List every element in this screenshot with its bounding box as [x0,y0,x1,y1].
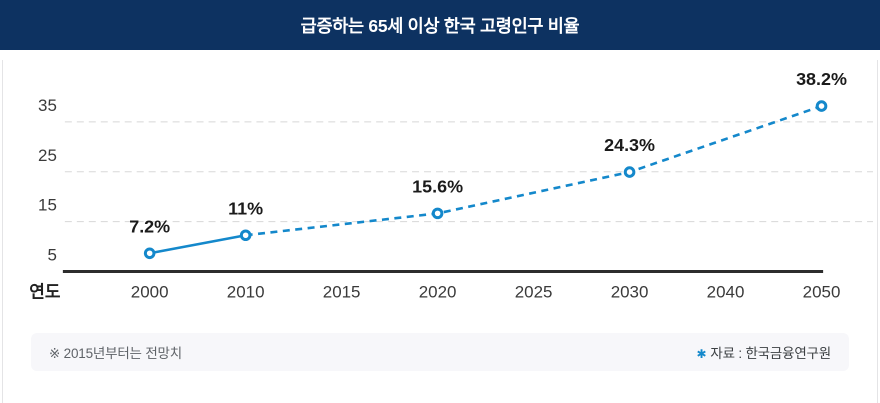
svg-text:2050: 2050 [803,282,841,301]
svg-text:24.3%: 24.3% [604,135,655,155]
svg-text:2015: 2015 [323,282,361,301]
svg-text:2020: 2020 [419,282,457,301]
svg-text:35: 35 [38,96,57,115]
footer-strip: ※ 2015년부터는 전망치 ✱ 자료 : 한국금융연구원 [31,333,849,371]
source-credit: ✱ 자료 : 한국금융연구원 [697,342,832,362]
svg-text:2010: 2010 [227,282,265,301]
svg-text:11%: 11% [228,198,263,218]
svg-text:2040: 2040 [707,282,745,301]
svg-text:38.2%: 38.2% [796,69,847,89]
svg-text:5: 5 [47,246,56,265]
header-bar: 급증하는 65세 이상 한국 고령인구 비율 [0,0,880,50]
svg-text:연도: 연도 [29,282,61,301]
svg-text:7.2%: 7.2% [129,216,170,236]
chart-card: 5 15 25 35 연도 2000 2010 2015 2020 2025 2030 2040 205… [2,60,878,403]
svg-text:15.6%: 15.6% [412,176,463,196]
svg-text:15: 15 [38,196,57,215]
line-chart: 5 15 25 35 연도 2000 2010 2015 2020 2025 2030 2040 205… [29,69,874,301]
source-text: 자료 : 한국금융연구원 [710,346,831,361]
svg-text:2030: 2030 [611,282,649,301]
svg-text:25: 25 [38,146,57,165]
asterisk-icon: ✱ [696,347,707,361]
svg-text:2025: 2025 [515,282,553,301]
page-title: 급증하는 65세 이상 한국 고령인구 비율 [300,15,580,36]
forecast-note: ※ 2015년부터는 전망치 [49,346,182,361]
svg-text:2000: 2000 [131,282,169,301]
